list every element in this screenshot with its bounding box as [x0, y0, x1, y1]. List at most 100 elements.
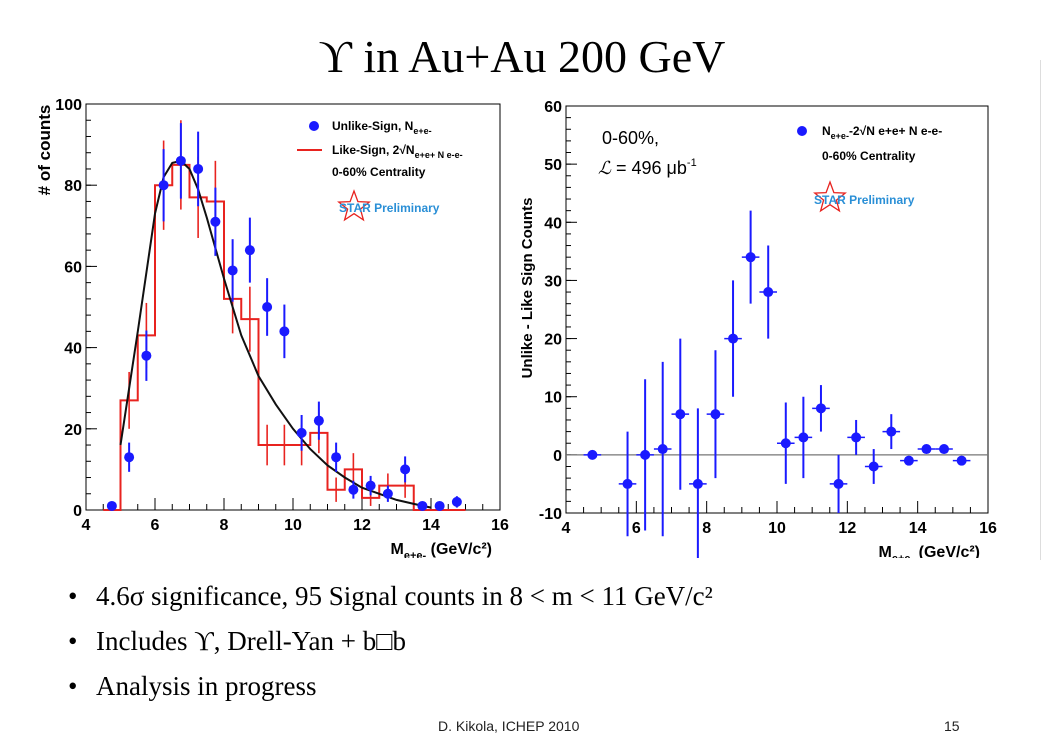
data-point — [917, 444, 936, 455]
y-tick-label: 30 — [544, 273, 562, 290]
data-point — [175, 123, 186, 199]
legend-sub: e+e- — [831, 131, 849, 141]
marker-point — [640, 449, 651, 460]
x-tick-label: 6 — [632, 520, 641, 537]
x-axis-label-unit: (GeV/c²) — [426, 541, 492, 558]
marker-point — [745, 252, 756, 263]
data-point — [847, 419, 865, 455]
y-tick-label: 20 — [544, 332, 562, 349]
data-point — [279, 304, 290, 359]
marker-point — [451, 496, 462, 507]
data-point — [227, 239, 238, 302]
x-tick-label: 10 — [768, 520, 786, 537]
x-tick-label: 16 — [979, 520, 997, 537]
marker-point — [763, 287, 774, 298]
legend-suffix: -2√N e+e+ N e-e- — [849, 124, 942, 138]
x-tick-label: 10 — [284, 517, 302, 534]
x-axis-label: Me+e- (GeV/c²) — [879, 544, 980, 558]
star-preliminary-label: STAR Preliminary — [339, 201, 440, 215]
data-point — [124, 442, 135, 472]
legend: Unlike-Sign, Ne+e- Like-Sign, 2√Ne+e+ N e… — [297, 119, 463, 179]
marker-point — [780, 438, 791, 449]
marker-point — [815, 403, 826, 414]
bullet-dot: • — [68, 671, 78, 701]
x-tick-label: 14 — [422, 517, 440, 534]
data-point — [244, 217, 255, 283]
data-point — [794, 396, 813, 479]
footer-page-number: 15 — [944, 718, 960, 734]
bullet-item-significance: • 4.6σ significance, 95 Signal counts in … — [64, 574, 713, 619]
legend-label-unlike: Unlike-Sign, Ne+e- — [332, 119, 432, 136]
y-tick-label: 60 — [544, 99, 562, 116]
x-axis-label-main: M — [391, 541, 404, 558]
marker-point — [868, 461, 879, 472]
plot-frame — [85, 103, 501, 511]
data-point — [935, 444, 953, 455]
data-point — [864, 449, 883, 484]
data-point — [434, 500, 445, 511]
x-tick-label: 6 — [151, 517, 160, 534]
slide-title: ϒ in Au+Au 200 GeV — [318, 31, 726, 82]
data-point — [777, 402, 795, 484]
legend-label-difference: Ne+e--2√N e+e+ N e-e- — [822, 124, 942, 141]
legend-text: Unlike-Sign, N — [332, 119, 413, 133]
marker-point — [365, 480, 376, 491]
legend-label-centrality: 0-60% Centrality — [332, 165, 426, 179]
y-tick-label: 10 — [544, 390, 562, 407]
data-point — [636, 379, 654, 531]
data-point — [741, 210, 760, 304]
data-point — [812, 385, 830, 432]
marker-point — [400, 464, 411, 475]
marker-point — [296, 427, 307, 438]
marker-point — [851, 432, 862, 443]
marker-point — [956, 455, 967, 466]
data-point — [724, 280, 742, 397]
data-point — [365, 475, 376, 496]
annotation-centrality: 0-60%, — [602, 128, 659, 148]
star-logo-icon — [813, 180, 847, 213]
legend-marker-difference — [797, 126, 807, 136]
y-tick-label: 40 — [64, 341, 82, 358]
luminosity-exponent: -1 — [687, 157, 697, 169]
x-axis-label-sub: e+e- — [892, 553, 915, 558]
chart-right-svg: 4 6 8 10 12 14 16 -10 0 10 20 30 40 50 60 Unlike - Like… — [519, 99, 997, 558]
y-tick-label: 60 — [64, 259, 82, 276]
marker-point — [622, 478, 633, 489]
x-tick-label: 4 — [82, 517, 91, 534]
luminosity-symbol: ℒ — [598, 158, 612, 179]
x-axis-label-sub: e+e- — [404, 550, 427, 558]
marker-point — [692, 478, 703, 489]
x-tick-label: 16 — [491, 517, 509, 534]
data-point — [400, 456, 411, 483]
marker-point — [587, 449, 598, 460]
data-point — [671, 338, 690, 490]
data-point — [882, 414, 901, 450]
legend-text: Like-Sign, 2√N — [332, 143, 415, 157]
data-point — [583, 449, 602, 460]
data-point — [296, 414, 307, 451]
bullet-dot: • — [68, 626, 78, 656]
x-tick-label: 12 — [353, 517, 371, 534]
data-point — [313, 401, 324, 440]
marker-point — [710, 409, 721, 420]
star-logo-icon — [337, 189, 371, 222]
bullet-dot: • — [68, 581, 78, 611]
annotation-luminosity: ℒ = 496 μb-1 — [598, 157, 697, 179]
y-axis-label: Unlike - Like Sign Counts — [519, 198, 536, 379]
y-tick-label: 20 — [64, 422, 82, 439]
x-tick-label: 12 — [838, 520, 856, 537]
marker-point — [434, 500, 445, 511]
data-point — [952, 455, 971, 466]
data-point — [348, 480, 359, 499]
data-point — [706, 350, 725, 479]
star-preliminary-label: STAR Preliminary — [814, 193, 915, 207]
data-point — [158, 149, 169, 222]
marker-point — [728, 333, 739, 344]
data-point — [193, 131, 204, 207]
legend-sub: e+e+ N e-e- — [415, 150, 463, 160]
marker-point — [279, 326, 290, 337]
marker-point — [175, 155, 186, 166]
legend-sub: e+e- — [413, 126, 431, 136]
plot-right-difference: 4 6 8 10 12 14 16 -10 0 10 20 30 40 50 60 Unlike - Like… — [518, 88, 1018, 558]
data-point — [618, 431, 637, 537]
